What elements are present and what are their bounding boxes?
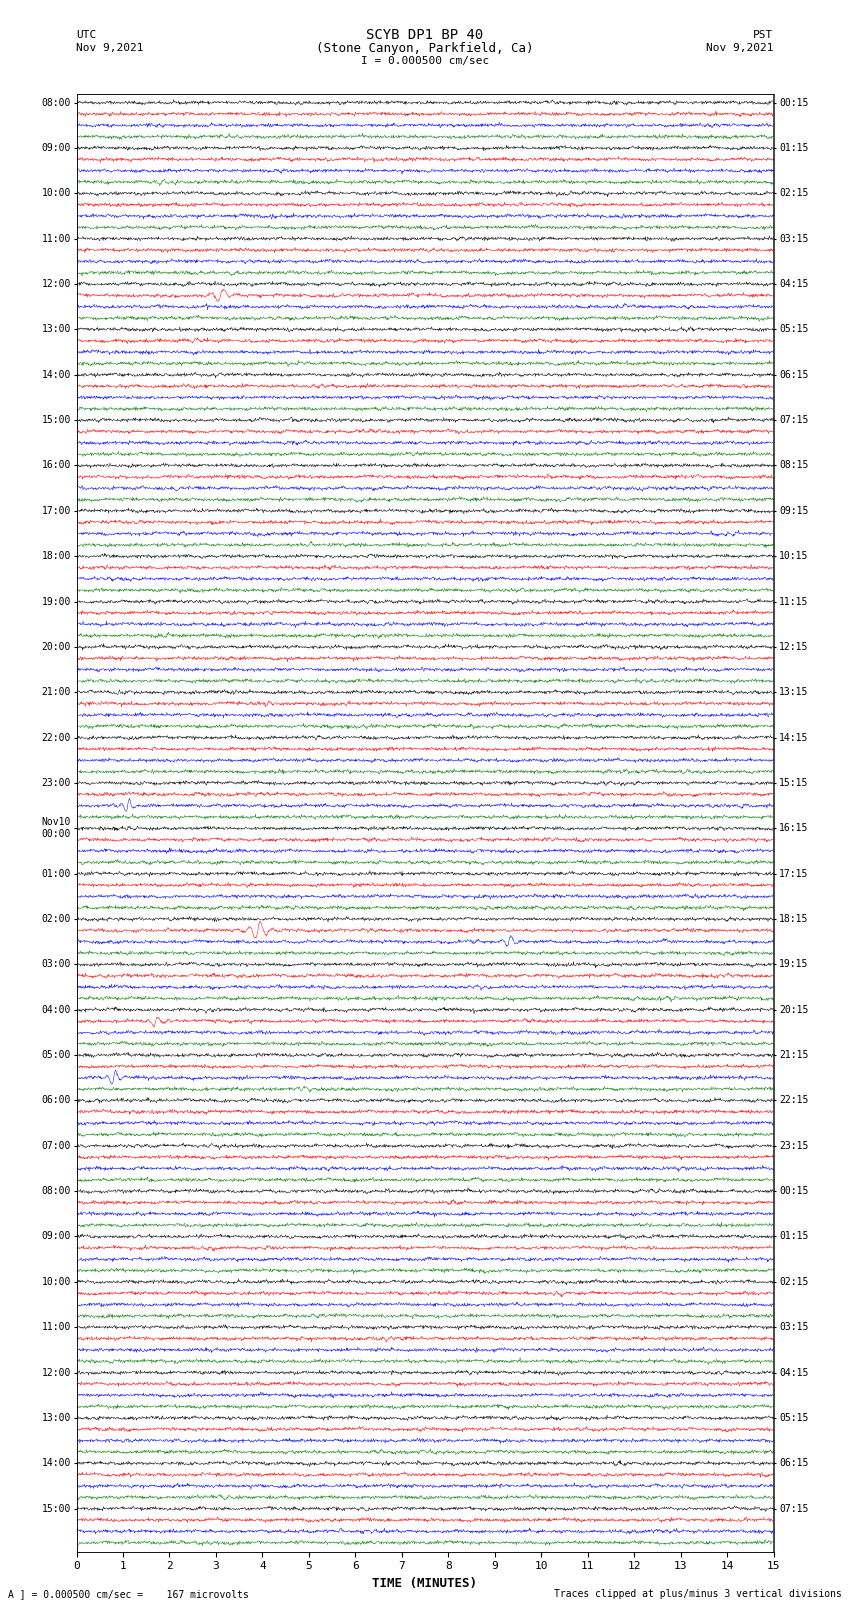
Text: SCYB DP1 BP 40: SCYB DP1 BP 40 — [366, 29, 484, 42]
Text: (Stone Canyon, Parkfield, Ca): (Stone Canyon, Parkfield, Ca) — [316, 42, 534, 55]
Text: Nov 9,2021: Nov 9,2021 — [706, 44, 774, 53]
Text: A ] = 0.000500 cm/sec =    167 microvolts: A ] = 0.000500 cm/sec = 167 microvolts — [8, 1589, 249, 1598]
Text: UTC: UTC — [76, 31, 97, 40]
Text: Nov 9,2021: Nov 9,2021 — [76, 44, 144, 53]
Text: PST: PST — [753, 31, 774, 40]
Text: Traces clipped at plus/minus 3 vertical divisions: Traces clipped at plus/minus 3 vertical … — [553, 1589, 842, 1598]
X-axis label: TIME (MINUTES): TIME (MINUTES) — [372, 1578, 478, 1590]
Text: I = 0.000500 cm/sec: I = 0.000500 cm/sec — [361, 56, 489, 66]
